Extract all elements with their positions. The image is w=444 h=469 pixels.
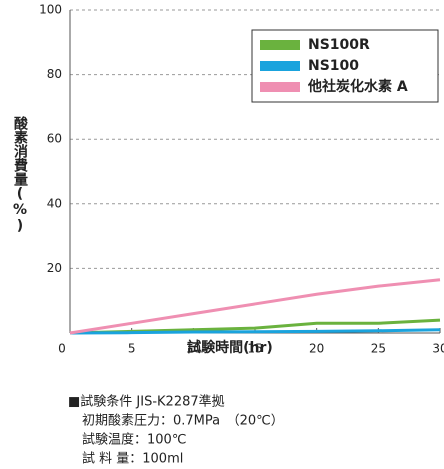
note: 試験温度：100℃ bbox=[82, 432, 186, 448]
note: 試 料 量：100ml bbox=[82, 451, 183, 467]
legend-swatch bbox=[260, 40, 300, 50]
y-tick-label: 60 bbox=[47, 132, 62, 146]
y-tick-label: 40 bbox=[47, 196, 62, 210]
series-line bbox=[69, 328, 441, 335]
legend-label: NS100 bbox=[308, 58, 359, 74]
legend-label: NS100R bbox=[308, 37, 370, 53]
note: ■試験条件 JIS-K2287準拠 bbox=[68, 394, 225, 410]
legend-swatch bbox=[260, 82, 300, 92]
y-tick-label: 80 bbox=[47, 67, 62, 81]
legend-swatch bbox=[260, 61, 300, 71]
x-tick-label: 30 bbox=[432, 342, 444, 356]
y-axis-label: 酸素消費量(%) bbox=[12, 115, 28, 234]
series-line bbox=[69, 278, 441, 335]
x-tick-label: 15 bbox=[247, 342, 262, 356]
note: 初期酸素圧力：0.7MPa （20℃） bbox=[82, 414, 284, 429]
x-tick-label: 5 bbox=[128, 342, 136, 356]
y-tick-label: 100 bbox=[39, 3, 62, 17]
x-axis-label: 試験時間(hr) bbox=[187, 339, 273, 356]
x-tick-label: 0 bbox=[58, 342, 66, 356]
legend-label: 他社炭化水素 A bbox=[307, 78, 408, 95]
x-tick-label: 20 bbox=[309, 342, 324, 356]
x-tick-label: 25 bbox=[371, 342, 386, 356]
x-tick-label: 10 bbox=[186, 342, 201, 356]
y-tick-label: 20 bbox=[47, 261, 62, 275]
